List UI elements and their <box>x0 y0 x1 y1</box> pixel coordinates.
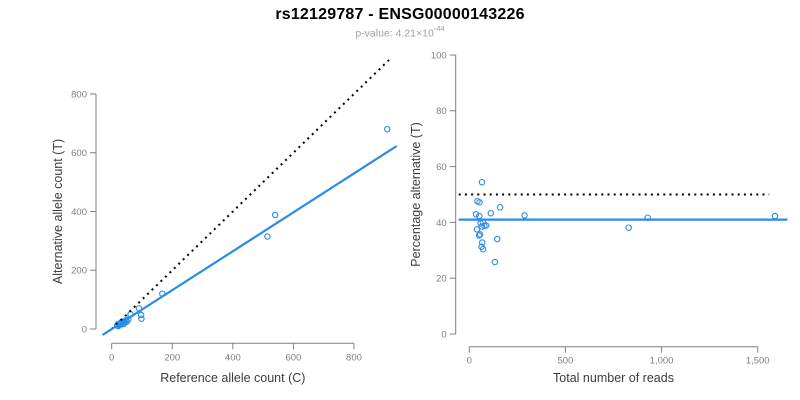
percentage-vs-reads-scatter-points <box>472 178 779 266</box>
y-axis-title: Alternative allele count (T) <box>51 139 65 284</box>
x-tick-label: 0 <box>467 356 472 367</box>
data-point <box>271 211 279 219</box>
y-tick-label: 200 <box>71 266 87 277</box>
x-tick-label: 500 <box>558 356 574 367</box>
percentage-vs-reads-scatter: 0 20 40 60 80 100 0 500 1,000 1,500 Total number o… <box>409 50 788 385</box>
data-point <box>771 212 779 220</box>
data-point <box>138 315 145 322</box>
page-title: rs12129787 - ENSG00000143226 <box>275 6 525 23</box>
y-tick-label: 600 <box>71 148 87 159</box>
allele-count-scatter-points <box>113 125 391 330</box>
x-tick-label: 600 <box>285 352 301 363</box>
regression-line <box>102 145 398 336</box>
data-point <box>625 224 632 231</box>
y-tick-label: 100 <box>431 50 447 61</box>
data-point <box>478 178 486 186</box>
data-point <box>478 239 486 246</box>
data-point <box>496 204 504 211</box>
x-tick-label: 400 <box>225 352 241 363</box>
data-point <box>384 125 391 133</box>
data-point <box>482 222 490 229</box>
y-tick-label: 0 <box>441 329 446 340</box>
identity-line <box>111 57 391 330</box>
x-tick-label: 200 <box>164 352 180 363</box>
y-tick-label: 40 <box>436 218 447 229</box>
y-tick-label: 0 <box>82 324 87 335</box>
data-point <box>479 245 487 253</box>
data-point <box>487 209 495 217</box>
p-value-subtitle: p-value: 4.21×10-44 <box>0 24 800 40</box>
x-tick-label: 0 <box>109 352 114 363</box>
y-tick-label: 20 <box>436 274 447 285</box>
data-point <box>264 233 271 240</box>
data-point <box>137 311 145 319</box>
x-axis-title: Reference allele count (C) <box>160 371 305 385</box>
data-point <box>472 211 480 218</box>
allele-count-scatter: 0 200 400 600 800 0 200 400 600 800 Reference alle… <box>51 57 398 385</box>
x-tick-label: 1,000 <box>650 356 674 367</box>
y-tick-label: 80 <box>436 106 447 117</box>
data-point <box>521 212 528 219</box>
data-point <box>493 235 501 243</box>
y-tick-label: 400 <box>71 207 87 218</box>
y-tick-label: 800 <box>71 89 87 100</box>
y-tick-label: 60 <box>436 162 447 173</box>
y-axis-title: Percentage alternative (T) <box>409 122 423 267</box>
p-value-exponent: -44 <box>433 24 445 33</box>
data-point <box>475 232 483 239</box>
data-point <box>476 199 483 206</box>
x-tick-label: 1,500 <box>746 356 770 367</box>
data-point <box>473 226 481 233</box>
x-tick-label: 800 <box>346 352 362 363</box>
data-point <box>476 231 484 238</box>
data-point <box>491 258 499 266</box>
p-value-text: p-value: 4.21×10 <box>355 27 434 40</box>
x-axis-title: Total number of reads <box>553 371 674 385</box>
